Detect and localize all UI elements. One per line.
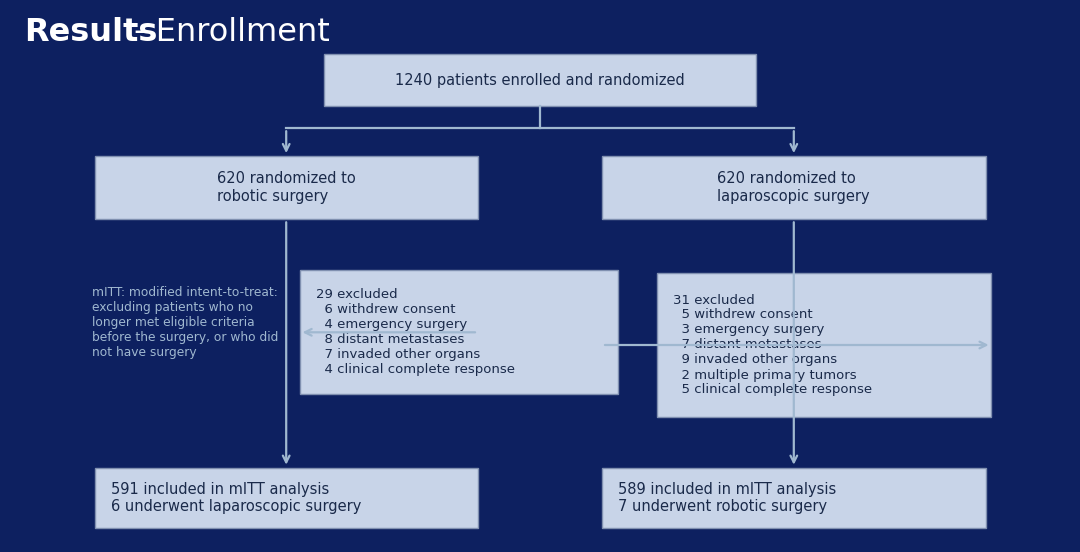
Text: 29 excluded
  6 withdrew consent
  4 emergency surgery
  8 distant metastases
  : 29 excluded 6 withdrew consent 4 emergen… xyxy=(315,288,515,376)
Text: 1240 patients enrolled and randomized: 1240 patients enrolled and randomized xyxy=(395,72,685,88)
Text: 620 randomized to
robotic surgery: 620 randomized to robotic surgery xyxy=(217,172,355,204)
Text: mITT: modified intent-to-treat:
excluding patients who no
longer met eligible cr: mITT: modified intent-to-treat: excludin… xyxy=(92,286,279,359)
Text: - Enrollment: - Enrollment xyxy=(124,17,330,47)
FancyBboxPatch shape xyxy=(603,468,986,528)
FancyBboxPatch shape xyxy=(657,273,991,417)
Text: Results: Results xyxy=(24,17,157,47)
FancyBboxPatch shape xyxy=(95,156,477,219)
Text: 31 excluded
  5 withdrew consent
  3 emergency surgery
  7 distant metastases
  : 31 excluded 5 withdrew consent 3 emergen… xyxy=(673,294,872,396)
FancyBboxPatch shape xyxy=(95,468,477,528)
Text: 589 included in mITT analysis
7 underwent robotic surgery: 589 included in mITT analysis 7 underwen… xyxy=(618,482,837,514)
Text: 591 included in mITT analysis
6 underwent laparoscopic surgery: 591 included in mITT analysis 6 underwen… xyxy=(111,482,361,514)
FancyBboxPatch shape xyxy=(603,156,986,219)
FancyBboxPatch shape xyxy=(324,54,756,106)
Text: 620 randomized to
laparoscopic surgery: 620 randomized to laparoscopic surgery xyxy=(717,172,870,204)
FancyBboxPatch shape xyxy=(300,270,618,394)
